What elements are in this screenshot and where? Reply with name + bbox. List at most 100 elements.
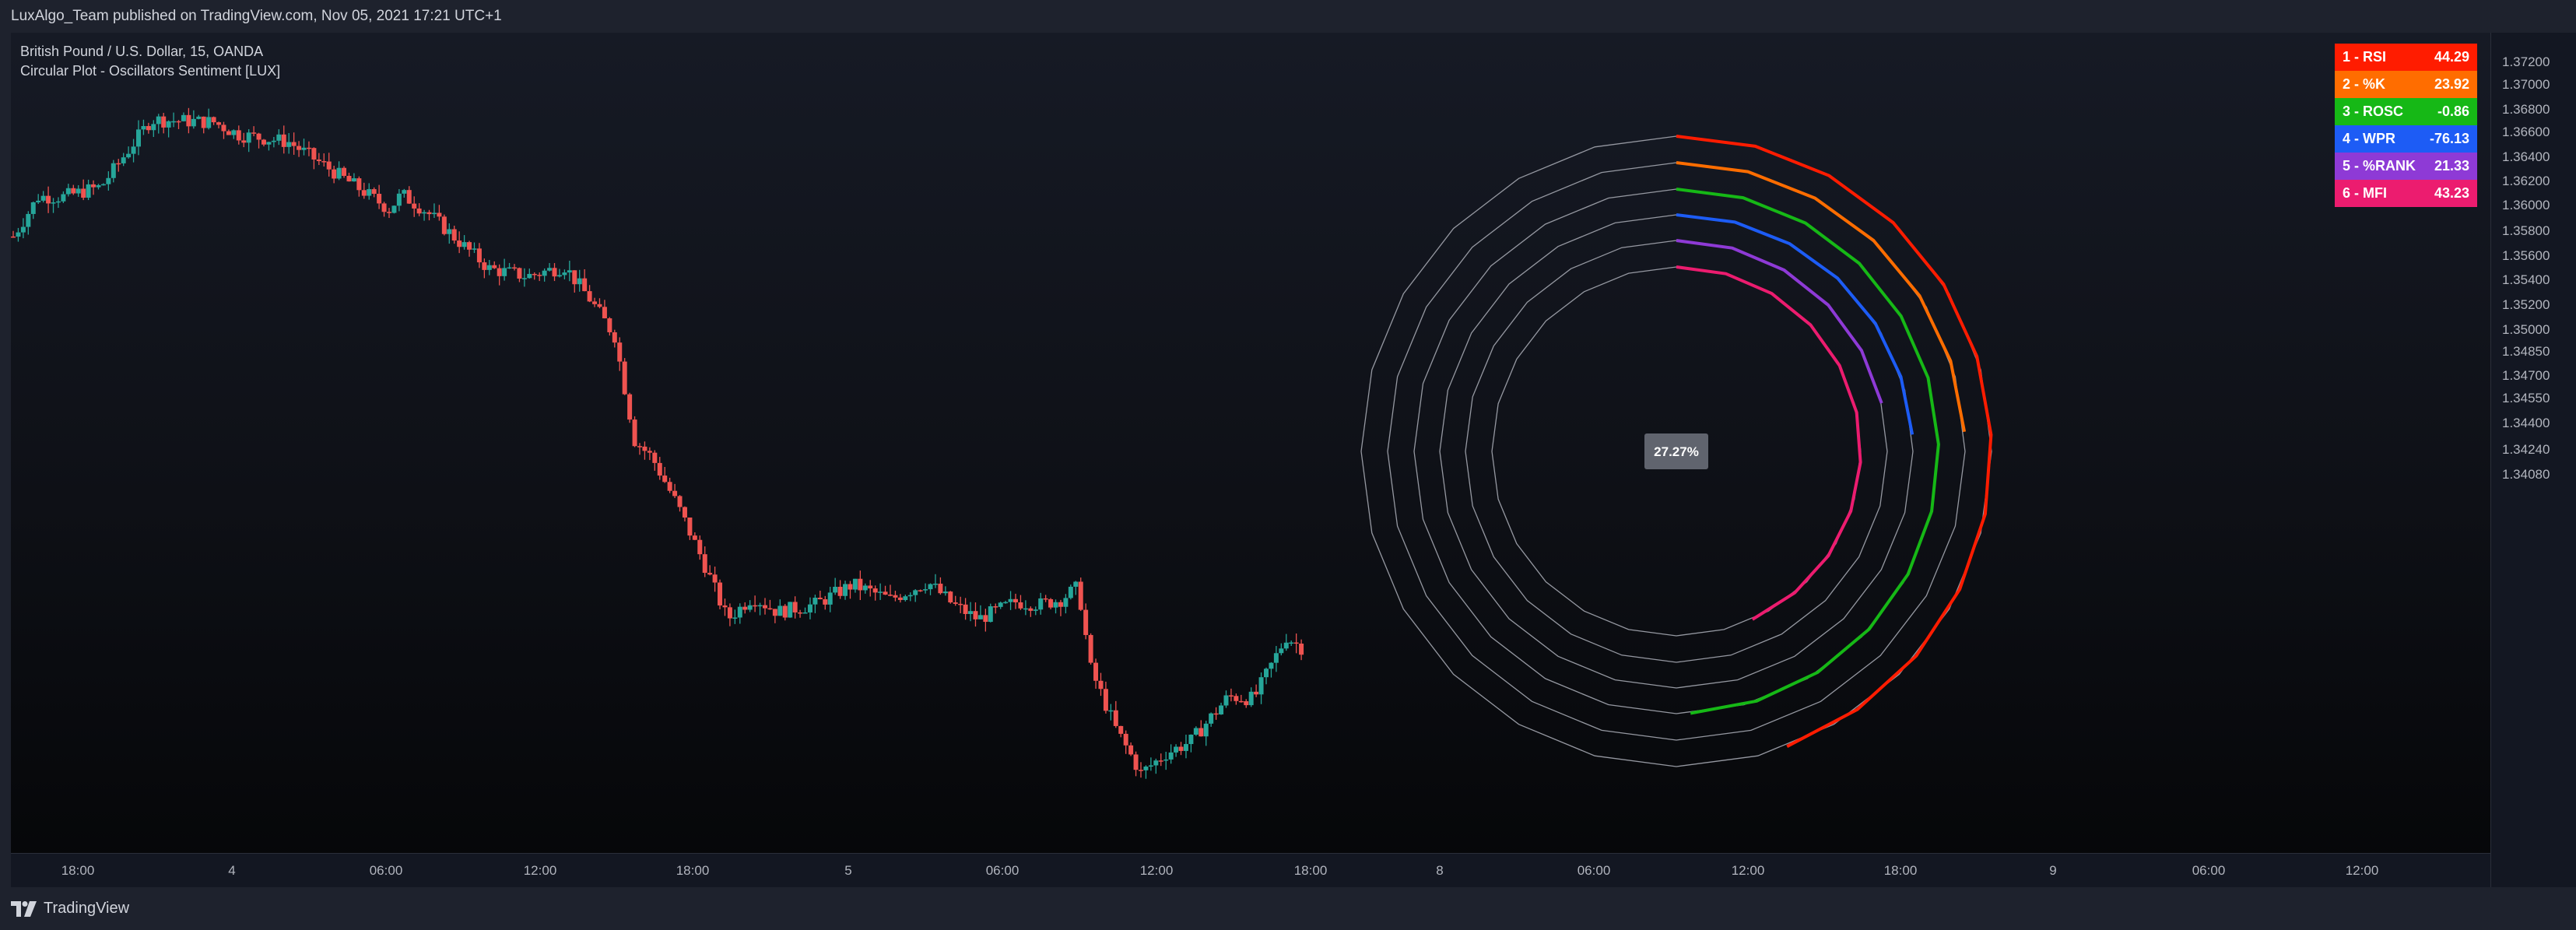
candle bbox=[1148, 757, 1153, 771]
time-tick: 18:00 bbox=[676, 863, 710, 878]
candle bbox=[903, 595, 908, 602]
oscillator-table: 1 - RSI 44.29 2 - %K 23.92 3 - ROSC -0.8… bbox=[2335, 44, 2477, 207]
candle bbox=[351, 173, 356, 182]
time-tick: 12:00 bbox=[1139, 863, 1174, 878]
candle bbox=[226, 129, 231, 135]
candle bbox=[261, 139, 266, 147]
candle bbox=[1053, 599, 1058, 614]
candle bbox=[1193, 726, 1199, 736]
candle bbox=[732, 609, 738, 624]
candle bbox=[1158, 753, 1163, 767]
candle bbox=[16, 227, 21, 242]
candle bbox=[1013, 593, 1018, 609]
time-tick: 8 bbox=[1436, 863, 1444, 878]
candle bbox=[492, 261, 497, 269]
candle bbox=[472, 242, 477, 254]
candle bbox=[406, 186, 412, 205]
candle bbox=[843, 581, 848, 600]
candle bbox=[827, 586, 833, 612]
candle bbox=[1018, 595, 1023, 610]
candle bbox=[206, 108, 212, 130]
candle bbox=[837, 580, 843, 599]
candle bbox=[777, 599, 783, 616]
candle bbox=[582, 268, 588, 292]
price-tick: 1.35400 bbox=[2502, 272, 2550, 287]
osc-label: 3 - ROSC bbox=[2343, 104, 2404, 119]
plot-area[interactable]: 27.27% bbox=[11, 33, 2490, 853]
candle bbox=[988, 603, 993, 623]
candle bbox=[426, 209, 432, 221]
candle bbox=[61, 191, 66, 203]
indicator-title[interactable]: Circular Plot - Oscillators Sentiment [L… bbox=[20, 63, 281, 79]
candle bbox=[1063, 594, 1069, 614]
osc-row-wpr: 4 - WPR -76.13 bbox=[2335, 125, 2477, 153]
time-tick: 06:00 bbox=[2192, 863, 2226, 878]
candle bbox=[236, 125, 241, 145]
candle bbox=[1223, 690, 1229, 708]
candle bbox=[1073, 581, 1079, 595]
candle bbox=[757, 602, 763, 616]
candle bbox=[552, 263, 557, 282]
candle bbox=[30, 202, 36, 219]
candle bbox=[1168, 744, 1174, 764]
candle bbox=[607, 317, 612, 336]
osc-value: 43.23 bbox=[2434, 185, 2469, 201]
candle bbox=[1139, 762, 1143, 778]
candle bbox=[888, 584, 893, 597]
price-tick: 1.34850 bbox=[2502, 344, 2550, 359]
candle bbox=[687, 518, 693, 540]
candle bbox=[878, 583, 883, 600]
publish-header: LuxAlgo_Team published on TradingView.co… bbox=[0, 0, 2576, 33]
candle bbox=[451, 225, 457, 244]
candle bbox=[1213, 707, 1219, 720]
price-tick: 1.35800 bbox=[2502, 223, 2550, 238]
osc-row-rsi: 1 - RSI 44.29 bbox=[2335, 44, 2477, 71]
osc-label: 1 - RSI bbox=[2343, 49, 2387, 65]
symbol-title[interactable]: British Pound / U.S. Dollar, 15, OANDA bbox=[20, 44, 264, 59]
candle bbox=[938, 577, 943, 595]
price-tick: 1.36400 bbox=[2502, 149, 2550, 164]
candle bbox=[942, 586, 948, 596]
price-axis[interactable]: 1.37200 1.37000 1.36800 1.36600 1.36400 1.362… bbox=[2490, 33, 2576, 887]
candle bbox=[211, 116, 216, 125]
candle bbox=[100, 183, 106, 186]
candle bbox=[1238, 694, 1244, 703]
candle bbox=[1128, 742, 1134, 756]
candle bbox=[747, 600, 753, 612]
candle bbox=[788, 602, 793, 618]
candle bbox=[346, 172, 352, 182]
center-badge: 27.27% bbox=[1644, 433, 1708, 469]
candle bbox=[521, 268, 527, 287]
candle bbox=[396, 188, 402, 212]
time-axis[interactable]: 18:00 4 06:00 12:00 18:00 5 06:00 12:00 18:00 8 06… bbox=[11, 853, 2490, 887]
candle bbox=[556, 268, 562, 278]
candle bbox=[231, 129, 237, 139]
candle bbox=[667, 477, 672, 493]
candle bbox=[612, 329, 617, 348]
candle bbox=[20, 218, 26, 239]
candle bbox=[342, 166, 347, 178]
price-tick: 1.37200 bbox=[2502, 54, 2550, 69]
tradingview-logo[interactable]: TradingView bbox=[11, 900, 129, 918]
candle bbox=[462, 235, 467, 250]
candle bbox=[1113, 700, 1118, 728]
candle bbox=[928, 583, 933, 595]
candle bbox=[702, 546, 707, 577]
candle bbox=[391, 205, 397, 214]
oscillator-arc bbox=[1676, 188, 1940, 715]
chart-pane[interactable]: 27.27% British Pound / U.S. Dollar, 15, … bbox=[11, 33, 2576, 887]
candle bbox=[627, 392, 633, 423]
candle bbox=[782, 604, 788, 621]
candle bbox=[542, 268, 547, 282]
candle bbox=[707, 565, 713, 576]
candle bbox=[507, 262, 512, 269]
candle bbox=[977, 605, 983, 619]
candle bbox=[547, 262, 553, 272]
candle bbox=[266, 142, 272, 151]
price-tick: 1.34240 bbox=[2502, 442, 2550, 457]
candle bbox=[75, 184, 81, 197]
candle bbox=[422, 209, 427, 221]
price-tick: 1.37000 bbox=[2502, 77, 2550, 92]
osc-value: 23.92 bbox=[2434, 76, 2469, 92]
candle bbox=[772, 609, 777, 623]
